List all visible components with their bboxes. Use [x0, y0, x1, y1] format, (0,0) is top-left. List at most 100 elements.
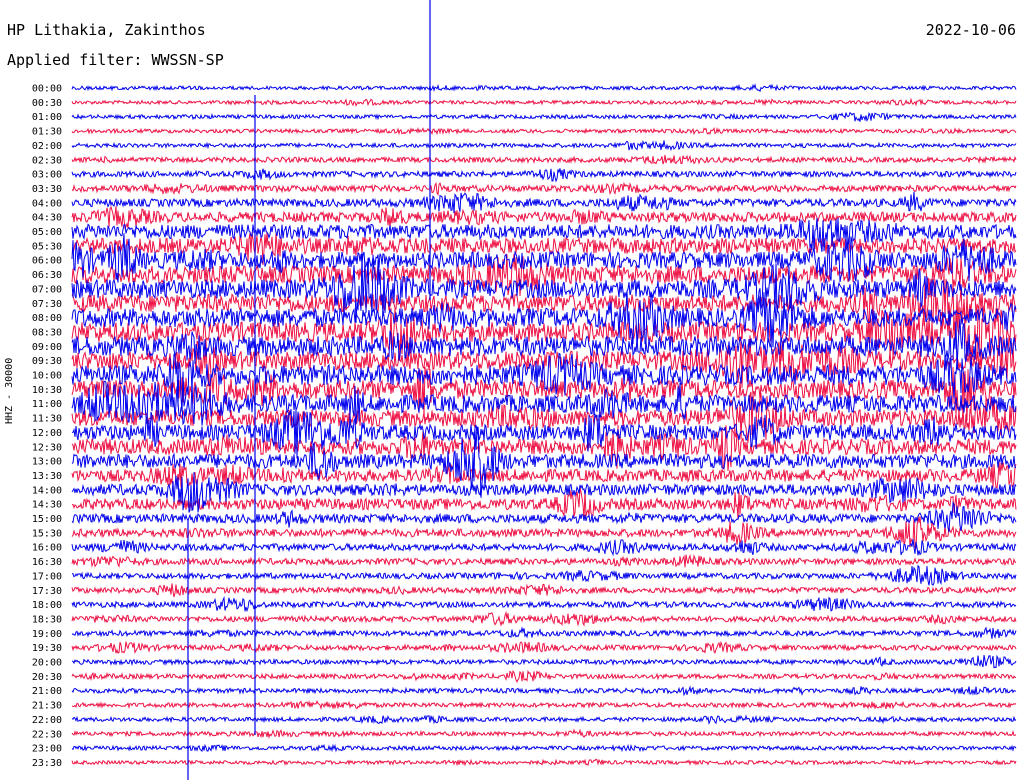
- time-tick-label: 15:30: [32, 528, 62, 539]
- trace-0630: [71, 254, 1017, 297]
- station-title: HP Lithakia, Zakinthos: [7, 21, 206, 39]
- time-tick-label: 08:00: [32, 313, 62, 324]
- trace-0200: [71, 139, 1017, 152]
- trace-0800: [71, 290, 1017, 348]
- trace-1930: [71, 640, 1017, 655]
- trace-2100: [71, 685, 1017, 697]
- time-tick-label: 04:00: [32, 198, 62, 209]
- trace-1200: [72, 408, 1017, 459]
- trace-1330: [71, 461, 1017, 490]
- time-tick-label: 21:30: [32, 701, 62, 712]
- trace-1500: [71, 501, 1017, 533]
- time-tick-label: 07:30: [32, 299, 62, 310]
- time-tick-label: 15:00: [32, 514, 62, 525]
- trace-1900: [71, 626, 1017, 639]
- trace-0900: [71, 319, 1017, 370]
- trace-2000: [71, 654, 1017, 669]
- trace-0100: [71, 111, 1017, 122]
- time-tick-label: 12:30: [32, 442, 62, 453]
- trace-2230: [71, 728, 1017, 740]
- time-tick-label: 17:00: [32, 571, 62, 582]
- time-tick-label: 09:30: [32, 356, 62, 367]
- time-tick-label: 18:00: [32, 600, 62, 611]
- trace-0830: [71, 303, 1017, 366]
- time-tick-label: 03:00: [32, 170, 62, 181]
- trace-1130: [71, 391, 1017, 444]
- trace-2330: [71, 758, 1017, 767]
- time-tick-label: 23:30: [32, 758, 62, 769]
- time-tick-label: 22:00: [32, 715, 62, 726]
- time-tick-label: 11:30: [32, 414, 62, 425]
- trace-1700: [71, 564, 1017, 586]
- date-label: 2022-10-06: [925, 21, 1016, 39]
- time-tick-label: 07:00: [32, 284, 62, 295]
- trace-0600: [71, 233, 1017, 283]
- time-tick-label: 23:00: [32, 744, 62, 755]
- time-tick-label: 19:30: [32, 643, 62, 654]
- time-tick-label: 06:00: [32, 256, 62, 267]
- seismic-traces: [71, 0, 1017, 780]
- trace-0230: [71, 154, 1017, 165]
- trace-1800: [71, 595, 1017, 613]
- time-tick-label: 02:30: [32, 155, 62, 166]
- time-tick-label: 01:00: [32, 112, 62, 123]
- time-tick-label: 13:30: [32, 471, 62, 482]
- trace-1530: [71, 515, 1017, 549]
- time-tick-label: 18:30: [32, 614, 62, 625]
- trace-0030: [71, 97, 1017, 107]
- time-tick-label: 14:30: [32, 500, 62, 511]
- trace-2130: [71, 700, 1017, 710]
- trace-0130: [71, 126, 1017, 136]
- time-tick-label: 13:00: [32, 457, 62, 468]
- trace-0000: [71, 83, 1017, 93]
- trace-2200: [71, 714, 1017, 725]
- trace-1300: [71, 426, 1017, 498]
- trace-0500: [71, 217, 1017, 252]
- time-tick-label: 03:30: [32, 184, 62, 195]
- trace-1400: [71, 472, 1017, 513]
- trace-1600: [71, 539, 1017, 557]
- time-tick-label: 11:00: [32, 399, 62, 410]
- trace-2030: [71, 669, 1017, 683]
- time-tick-label: 20:00: [32, 658, 62, 669]
- time-tick-label: 01:30: [32, 127, 62, 138]
- time-tick-label: 16:30: [32, 557, 62, 568]
- time-tick-label: 20:30: [32, 672, 62, 683]
- trace-1000: [71, 352, 1017, 412]
- time-tick-label: 21:00: [32, 686, 62, 697]
- trace-1030: [71, 366, 1017, 422]
- time-tick-label: 04:30: [32, 213, 62, 224]
- trace-0700: [71, 252, 1017, 323]
- trace-1230: [71, 425, 1017, 472]
- trace-1430: [71, 487, 1017, 520]
- trace-1630: [71, 553, 1017, 568]
- time-tick-label: 08:30: [32, 327, 62, 338]
- time-tick-labels: 00:00 00:30 01:00 01:30 02:00 02:30 03:00 03:30…: [32, 84, 62, 769]
- time-tick-label: 00:30: [32, 98, 62, 109]
- trace-0430: [71, 205, 1017, 230]
- time-tick-label: 12:00: [32, 428, 62, 439]
- time-tick-label: 00:00: [32, 84, 62, 95]
- time-tick-label: 02:00: [32, 141, 62, 152]
- time-tick-label: 14:00: [32, 485, 62, 496]
- time-tick-label: 10:30: [32, 385, 62, 396]
- time-tick-label: 06:30: [32, 270, 62, 281]
- filter-label: Applied filter: WWSSN-SP: [7, 51, 224, 69]
- trace-1730: [71, 583, 1017, 598]
- trace-0300: [71, 168, 1017, 183]
- trace-1830: [71, 610, 1017, 627]
- trace-0330: [71, 181, 1017, 197]
- trace-0400: [71, 191, 1017, 214]
- trace-2300: [71, 743, 1017, 753]
- time-tick-label: 05:00: [32, 227, 62, 238]
- trace-1100: [71, 380, 1017, 426]
- time-tick-label: 10:00: [32, 371, 62, 382]
- trace-0530: [71, 232, 1017, 266]
- time-tick-label: 17:30: [32, 586, 62, 597]
- time-tick-label: 16:00: [32, 543, 62, 554]
- time-tick-label: 22:30: [32, 729, 62, 740]
- time-tick-label: 19:00: [32, 629, 62, 640]
- time-tick-label: 05:30: [32, 241, 62, 252]
- time-tick-label: 09:00: [32, 342, 62, 353]
